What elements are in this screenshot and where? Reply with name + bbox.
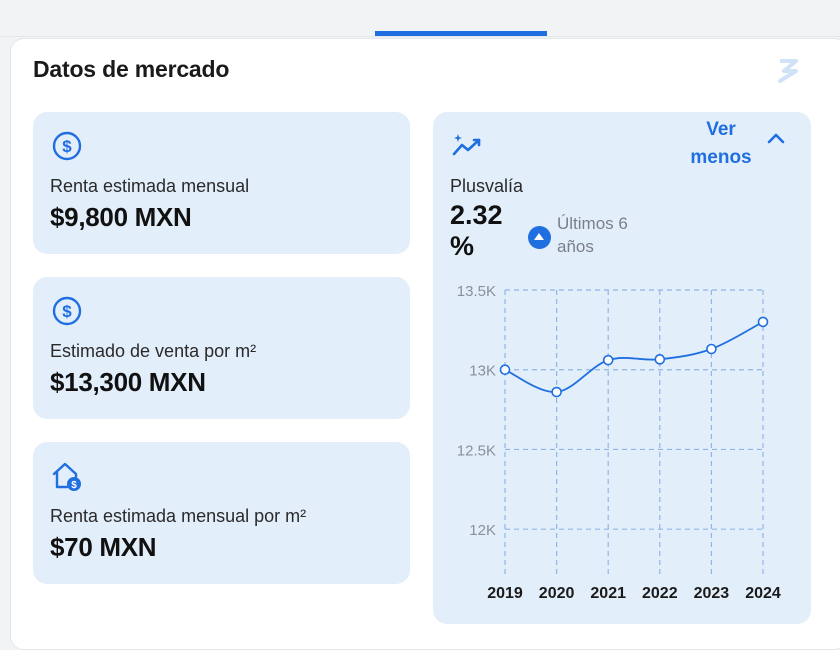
y-tick-label: 12K xyxy=(469,522,496,539)
house-dollar-icon: $ xyxy=(52,462,81,491)
trend-up-icon xyxy=(452,134,481,156)
see-less-button[interactable]: Ver menos xyxy=(690,119,752,168)
card-value: $13,300 MXN xyxy=(50,367,206,397)
card-monthly-rent: $ Renta estimada mensual $9,800 MXN xyxy=(33,112,410,254)
series-line xyxy=(504,321,764,393)
brand-logo-icon xyxy=(778,59,798,83)
svg-text:$: $ xyxy=(62,137,72,156)
data-point xyxy=(551,386,562,398)
data-point xyxy=(602,354,614,366)
dollar-circle-icon: $ xyxy=(52,131,82,161)
card-label: Renta estimada mensual xyxy=(50,176,250,196)
card-value: $70 MXN xyxy=(50,532,157,562)
card-sale-per-m2: $ Estimado de venta por m² $13,300 MXN xyxy=(33,277,410,419)
data-point xyxy=(757,316,769,328)
data-point xyxy=(654,354,666,365)
x-tick-label: 2020 xyxy=(539,585,575,602)
card-label: Renta estimada mensual por m² xyxy=(50,506,307,526)
dollar-circle-icon: $ xyxy=(52,296,82,326)
plusvalia-value: 2.32 % xyxy=(450,200,503,261)
data-point xyxy=(706,343,717,355)
y-tick-label: 13.5K xyxy=(457,283,496,300)
plusvalia-line-chart: 13.5K 13K 12.5K 12K 2019 2020 2021 2022 2023 2024 xyxy=(457,283,781,602)
x-tick-label: 2022 xyxy=(642,585,678,602)
svg-text:$: $ xyxy=(62,302,72,321)
data-point xyxy=(499,364,511,376)
active-tab-indicator xyxy=(375,31,547,36)
header-divider xyxy=(0,36,840,37)
plusvalia-card: Ver menos Plusvalía 2.32 % Últimos 6 año… xyxy=(433,112,811,624)
plusvalia-period: Últimos 6 años xyxy=(557,214,628,256)
y-tick-label: 12.5K xyxy=(457,442,496,459)
card-label: Estimado de venta por m² xyxy=(50,341,257,361)
chevron-up-icon[interactable] xyxy=(765,130,787,146)
section-title: Datos de mercado xyxy=(33,56,230,82)
arrow-up-icon xyxy=(528,226,551,249)
x-tick-label: 2024 xyxy=(745,585,781,602)
y-tick-label: 13K xyxy=(469,363,496,380)
x-tick-label: 2019 xyxy=(487,585,523,602)
svg-text:$: $ xyxy=(71,480,77,491)
x-tick-label: 2023 xyxy=(694,585,730,602)
plusvalia-label: Plusvalía xyxy=(450,176,524,196)
x-tick-label: 2021 xyxy=(590,585,626,602)
card-rent-per-m2: $ Renta estimada mensual por m² $70 MXN xyxy=(33,442,410,584)
card-value: $9,800 MXN xyxy=(50,202,192,232)
